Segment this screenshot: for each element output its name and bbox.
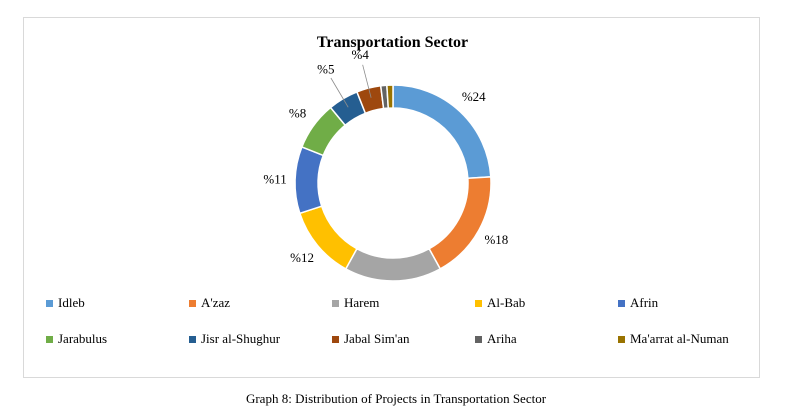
legend-swatch xyxy=(332,299,339,307)
legend-label: Jisr al-Shughur xyxy=(201,331,281,346)
legend-swatch xyxy=(618,299,625,307)
legend-swatch xyxy=(189,299,196,307)
chart-title: Transportation Sector xyxy=(316,34,469,51)
legend-label: Harem xyxy=(344,295,380,310)
legend-swatch xyxy=(332,335,339,343)
legend-item-ma-arrat-al-numan: Ma'arrat al-Numan xyxy=(618,331,761,347)
legend-swatch xyxy=(189,335,196,343)
legend-label: Afrin xyxy=(630,295,659,310)
legend-label: Idleb xyxy=(58,295,85,310)
legend-swatch xyxy=(46,335,53,343)
slice-harem xyxy=(344,247,442,282)
leader-line-jisr-al-shughur xyxy=(330,77,349,108)
legend-item-afrin: Afrin xyxy=(618,295,761,311)
legend-item-jisr-al-shughur: Jisr al-Shughur xyxy=(189,331,332,347)
data-label-jabal-sim-an: %4 xyxy=(352,47,370,62)
data-label-jisr-al-shughur: %5 xyxy=(317,61,334,76)
chart-legend: Idleb A'zaz Harem Al-Bab Afrin Jarabulus Jisr … xyxy=(46,295,761,347)
legend-label: Jabal Sim'an xyxy=(344,331,410,346)
figure-caption: Graph 8: Distribution of Projects in Tra… xyxy=(245,391,547,406)
legend-item-al-bab: Al-Bab xyxy=(475,295,618,311)
data-label-idleb: %24 xyxy=(462,89,486,104)
legend-item-harem: Harem xyxy=(332,295,475,311)
donut-chart: %24%18%16%12%11%8%5%4 xyxy=(263,47,508,282)
legend-swatch xyxy=(46,299,53,307)
legend-label: A'zaz xyxy=(201,295,231,310)
legend-swatch xyxy=(475,335,482,343)
legend-item-jabal-sim-an: Jabal Sim'an xyxy=(332,331,475,347)
legend-item-a-zaz: A'zaz xyxy=(189,295,332,311)
legend-label: Jarabulus xyxy=(58,331,108,346)
legend-swatch xyxy=(618,335,625,343)
legend-item-jarabulus: Jarabulus xyxy=(46,331,189,347)
slice-afrin xyxy=(294,145,325,215)
data-label-a-zaz: %18 xyxy=(484,232,508,247)
legend-label: Al-Bab xyxy=(487,295,526,310)
data-label-al-bab: %12 xyxy=(290,250,314,265)
chart-area: Transportation Sector %24%18%16%12%11%8%… xyxy=(23,17,760,378)
legend-item-ariha: Ariha xyxy=(475,331,618,347)
legend-item-idleb: Idleb xyxy=(46,295,189,311)
legend-label: Ma'arrat al-Numan xyxy=(630,331,729,346)
slice-ma-arrat-al-numan xyxy=(386,84,394,109)
legend-swatch xyxy=(475,299,482,307)
slice-a-zaz xyxy=(428,176,492,270)
leader-line-jabal-sim-an xyxy=(362,64,372,98)
data-label-jarabulus: %8 xyxy=(289,106,306,121)
data-label-afrin: %11 xyxy=(263,171,286,186)
legend-label: Ariha xyxy=(487,331,517,346)
